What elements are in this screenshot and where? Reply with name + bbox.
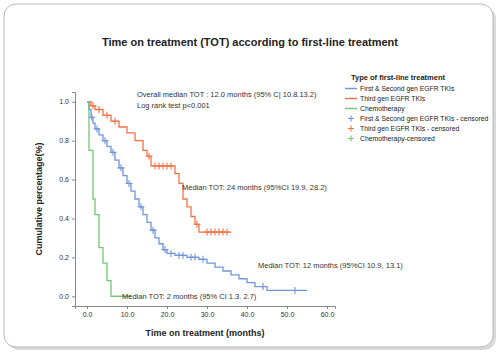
tick-label: 40.0 xyxy=(241,311,255,318)
tick-mark xyxy=(87,306,88,309)
tick: 30.0 xyxy=(201,306,215,318)
tick-mark xyxy=(287,306,288,309)
tick: 0.0 xyxy=(83,306,93,318)
tick-mark xyxy=(327,306,328,309)
censor-mark xyxy=(150,227,157,234)
annotation: Median TOT: 12 months (95%CI 10.9, 13.1) xyxy=(258,261,403,270)
legend-item: Third gen EGFR TKIs - censored xyxy=(348,125,459,133)
legend-item: Chemotherapy xyxy=(345,105,405,113)
tick-mark xyxy=(247,306,248,309)
legend: Type of first-line treatment First & Seco… xyxy=(345,73,489,143)
tick: 0.0 xyxy=(59,293,75,300)
censor-mark xyxy=(104,112,111,119)
legend-item: First & Second gen EGFR TKIs - censored xyxy=(348,115,489,123)
tick-label: 0.0 xyxy=(59,293,69,300)
censor-mark xyxy=(90,102,97,109)
annotation: Median TOT: 2 months (95% CI 1.3. 2.7) xyxy=(122,292,257,301)
legend-swatch xyxy=(345,98,357,100)
x-axis-title: Time on treatment (months) xyxy=(146,328,265,338)
legend-swatch xyxy=(348,116,354,122)
legend-title: Type of first-line treatment xyxy=(351,73,446,82)
censor-mark xyxy=(162,246,169,253)
censor-mark xyxy=(292,287,299,294)
censor-mark xyxy=(112,118,119,125)
censor-mark xyxy=(194,221,201,228)
censor-mark xyxy=(88,114,95,121)
legend-label: Chemotherapy xyxy=(360,105,405,113)
title: Time on treatment (TOT) according to fir… xyxy=(102,36,398,48)
tick: 0.8 xyxy=(59,137,75,144)
censor-mark xyxy=(146,153,153,160)
censor-mark xyxy=(96,106,103,113)
tick-label: 0.6 xyxy=(59,176,69,183)
frame xyxy=(4,4,493,347)
tick: 20.0 xyxy=(161,306,175,318)
legend-swatch xyxy=(345,108,357,110)
tick-label: 10.0 xyxy=(121,311,135,318)
tick-label: 30.0 xyxy=(201,311,215,318)
survival-curve xyxy=(87,102,131,297)
censor-mark xyxy=(168,162,175,169)
censor-mark xyxy=(94,125,101,132)
tick-label: 1.0 xyxy=(59,98,69,105)
tick-mark xyxy=(72,141,75,142)
legend-label: Third gen EGFR TKIs - censored xyxy=(360,125,459,133)
tick: 50.0 xyxy=(281,306,295,318)
legend-swatch xyxy=(348,136,354,142)
censor-mark xyxy=(180,252,187,259)
tick: 0.4 xyxy=(59,215,75,222)
chart: Time on treatment (TOT) according to fir… xyxy=(0,0,500,354)
tick: 0.2 xyxy=(59,254,75,261)
tick-label: 0.0 xyxy=(83,311,93,318)
censor-mark xyxy=(118,164,125,171)
tick-mark xyxy=(167,306,168,309)
axis-line xyxy=(76,307,336,310)
tick-mark xyxy=(72,257,75,258)
tick-mark xyxy=(72,180,75,181)
tick-mark xyxy=(72,102,75,103)
tick-label: 0.2 xyxy=(59,254,69,261)
axis-line xyxy=(72,93,76,307)
tick-mark xyxy=(72,296,75,297)
tick-mark xyxy=(72,218,75,219)
tick-label: 0.4 xyxy=(59,215,69,222)
censor-mark xyxy=(200,256,207,263)
tick: 40.0 xyxy=(241,306,255,318)
y-axis-title: Cumulative percentage(%) xyxy=(34,142,44,255)
tick-label: 50.0 xyxy=(281,311,295,318)
tick-label: 20.0 xyxy=(161,311,175,318)
tick: 10.0 xyxy=(121,306,135,318)
legend-swatch xyxy=(345,88,357,90)
legend-swatch xyxy=(348,126,354,132)
legend-item: Third gen EGFR TKIs xyxy=(345,95,426,103)
tick-label: 0.8 xyxy=(59,137,69,144)
legend-label: Chemotherapy-censored xyxy=(360,135,435,143)
y-axis: 0.0 0.2 0.4 0.6 0.8 1.0 xyxy=(59,93,75,307)
legend-label: First & Second gen EGFR TKIs - censored xyxy=(360,115,489,123)
annotation: Median TOT: 24 months (95%CI 19.9, 28.2) xyxy=(182,183,327,192)
tick: 60.0 xyxy=(321,306,335,318)
survival-curve xyxy=(87,102,231,232)
annotation: Log rank test p<0.001 xyxy=(137,101,210,110)
legend-label: First & Second gen EGFR TKIs xyxy=(360,85,455,93)
tick: 0.6 xyxy=(59,176,75,183)
censor-mark xyxy=(224,229,231,236)
censor-mark xyxy=(192,254,199,261)
annotation: Overall median TOT : 12.0 months (95% C|… xyxy=(137,90,317,99)
x-axis: 0.0 10.0 20.0 30.0 40.0 50.0 60.0 xyxy=(76,306,336,318)
censor-mark xyxy=(168,250,175,257)
tick-mark xyxy=(127,306,128,309)
legend-label: Third gen EGFR TKIs xyxy=(360,95,426,103)
tick-label: 60.0 xyxy=(321,311,335,318)
legend-item: First & Second gen EGFR TKIs xyxy=(345,85,455,93)
censor-mark xyxy=(260,283,267,290)
tick: 1.0 xyxy=(59,98,75,105)
censor-mark xyxy=(102,137,109,144)
censor-mark xyxy=(110,149,117,156)
censor-mark xyxy=(138,203,145,210)
tick-mark xyxy=(207,306,208,309)
censor-mark xyxy=(126,180,133,187)
legend-item: Chemotherapy-censored xyxy=(348,135,435,143)
